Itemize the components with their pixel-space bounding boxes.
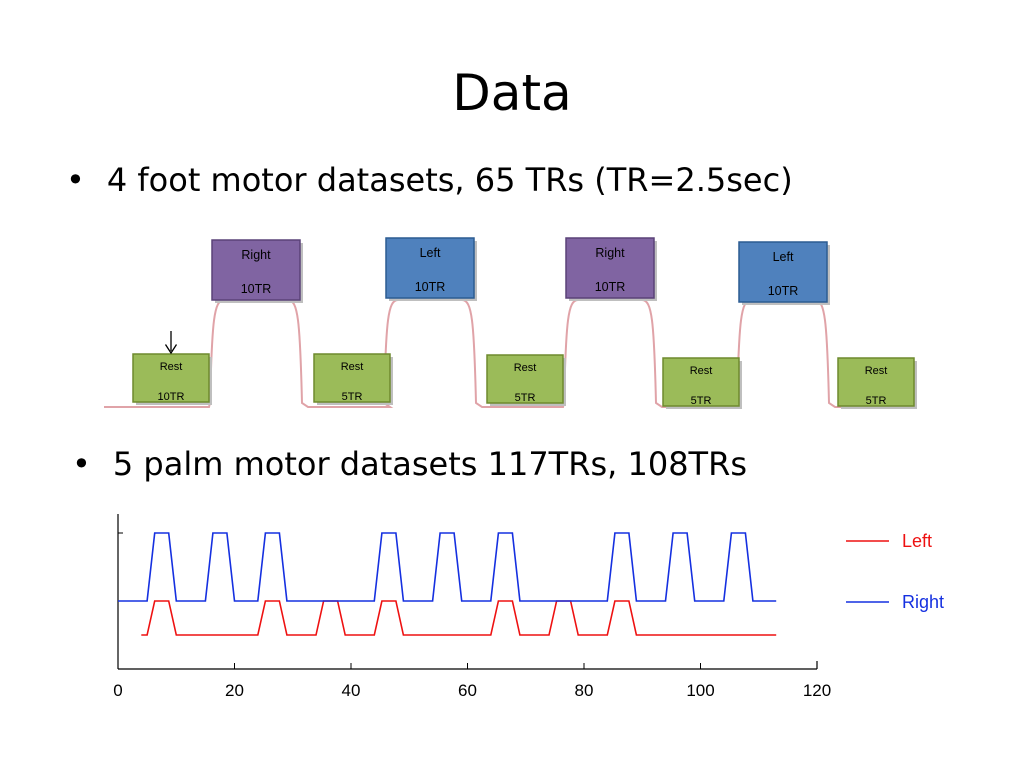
block-box: [211, 239, 301, 301]
block-label: Right: [241, 248, 271, 262]
block-duration: 5TR: [691, 395, 712, 407]
onset-arrow-head-icon: [164, 344, 178, 355]
paradigm-block-right: Right 10TR: [211, 239, 303, 303]
block-duration: 10TR: [415, 280, 446, 294]
block-label: Left: [420, 246, 441, 260]
block-label: Rest: [865, 365, 888, 377]
block-box: [662, 357, 740, 407]
block-duration: 5TR: [515, 392, 536, 404]
paradigm-block-rest: Rest 5TR: [486, 354, 566, 406]
block-label: Rest: [690, 365, 713, 377]
block-label: Left: [773, 250, 794, 264]
block-box: [132, 353, 210, 403]
block-duration: 10TR: [595, 280, 626, 294]
bullet-dot-icon: •: [72, 445, 91, 483]
bullet-foot-motor: • 4 foot motor datasets, 65 TRs (TR=2.5se…: [66, 160, 793, 200]
block-label: Rest: [341, 361, 364, 373]
block-box: [565, 237, 655, 299]
block-duration: 10TR: [768, 284, 799, 298]
block-label: Right: [595, 246, 625, 260]
block-duration: 5TR: [866, 395, 887, 407]
paradigm-block-right: Right 10TR: [565, 237, 657, 301]
bullet-dot-icon: •: [66, 161, 85, 199]
paradigm-block-rest: Rest 10TR: [132, 353, 212, 405]
bullet-foot-motor-text: 4 foot motor datasets, 65 TRs (TR=2.5sec…: [106, 161, 793, 199]
paradigm-block-rest: Rest 5TR: [662, 357, 742, 409]
block-box: [738, 241, 828, 303]
bullet-palm-motor-text: 5 palm motor datasets 117TRs, 108TRs: [112, 445, 747, 483]
block-label: Rest: [160, 361, 183, 373]
paradigm-block-rest: Rest 5TR: [837, 357, 917, 409]
block-box: [837, 357, 915, 407]
block-box: [313, 353, 391, 403]
paradigm-block-rest: Rest 5TR: [313, 353, 393, 405]
block-box: [385, 237, 475, 299]
block-duration: 10TR: [241, 282, 272, 296]
block-duration: 10TR: [158, 391, 185, 403]
block-label: Rest: [514, 362, 537, 374]
block-duration: 5TR: [342, 391, 363, 403]
bullet-palm-motor: • 5 palm motor datasets 117TRs, 108TRs: [72, 444, 747, 484]
paradigm-block-left: Left 10TR: [738, 241, 830, 305]
paradigm-block-left: Left 10TR: [385, 237, 477, 301]
block-box: [486, 354, 564, 404]
slide-title: Data: [452, 64, 572, 122]
